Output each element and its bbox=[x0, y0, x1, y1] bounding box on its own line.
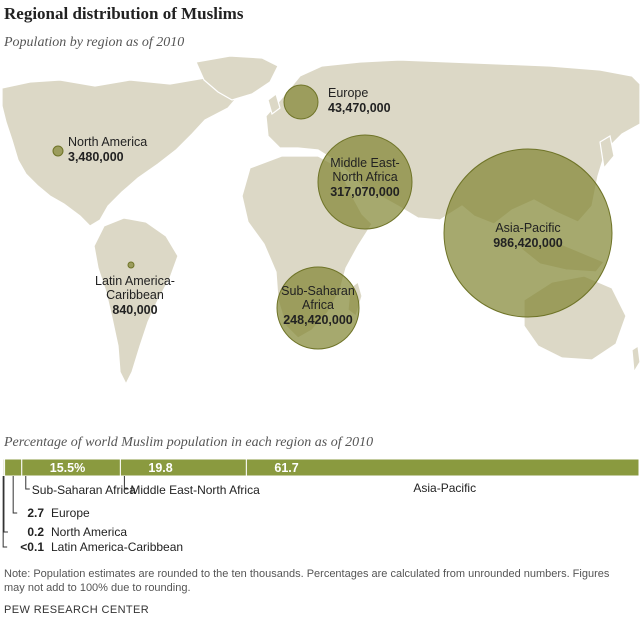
region-sub-saharan-africa: Sub-Saharan Africa 248,420,000 bbox=[276, 266, 360, 350]
leader-latin-america-caribbean bbox=[2, 476, 8, 548]
sub-saharan-africa-value: 248,420,000 bbox=[283, 313, 353, 327]
bar-value-middle-east-north-africa: 19.8 bbox=[148, 461, 172, 475]
north-america-label: North America bbox=[68, 135, 147, 149]
north-america-value: 3,480,000 bbox=[68, 150, 124, 164]
land-uk bbox=[267, 92, 281, 116]
leader-sub-saharan-africa bbox=[25, 476, 30, 490]
bar-segment-europe bbox=[4, 458, 23, 477]
world-map: North America 3,480,000 Latin America- C… bbox=[1, 55, 640, 386]
region-mena: Middle East- North Africa 317,070,000 bbox=[317, 134, 413, 230]
land-greenland bbox=[195, 55, 279, 101]
asia-pacific-bubble bbox=[443, 148, 613, 318]
bar-category-asia-pacific: Asia-Pacific bbox=[413, 481, 476, 495]
bar-segment-middle-east-north-africa bbox=[119, 458, 247, 477]
mena-bubble bbox=[317, 134, 413, 230]
mena-value: 317,070,000 bbox=[330, 185, 400, 199]
bar-category-north-america: North America bbox=[51, 525, 127, 539]
latin-america-value: 840,000 bbox=[112, 303, 157, 317]
bar-category-europe: Europe bbox=[51, 506, 90, 520]
percent-chart-title: Percentage of world Muslim population in… bbox=[4, 435, 374, 450]
land-north-america bbox=[1, 77, 241, 227]
mena-label-line1: Middle East- bbox=[330, 156, 399, 170]
sub-saharan-africa-label-line2: Africa bbox=[302, 298, 334, 312]
bar-value-sub-saharan-africa: 15.5% bbox=[50, 461, 85, 475]
sub-saharan-africa-bubble bbox=[276, 266, 360, 350]
region-asia-pacific: Asia-Pacific 986,420,000 bbox=[443, 148, 613, 318]
bar-value-asia-pacific: 61.7 bbox=[274, 461, 298, 475]
europe-bubble bbox=[283, 84, 319, 120]
latin-america-bubble bbox=[127, 261, 135, 269]
bar-value-north-america: 0.2 bbox=[27, 525, 44, 539]
latin-america-label-line2: Caribbean bbox=[106, 288, 164, 302]
bar-category-sub-saharan-africa: Sub-Saharan Africa bbox=[32, 483, 136, 497]
chart-title: Regional distribution of Muslims bbox=[4, 4, 244, 23]
land-new-zealand bbox=[631, 344, 640, 374]
europe-label: Europe bbox=[328, 86, 368, 100]
leader-europe bbox=[12, 476, 18, 514]
north-america-bubble bbox=[52, 145, 64, 157]
latin-america-label-line1: Latin America- bbox=[95, 274, 175, 288]
region-europe: Europe 43,470,000 bbox=[283, 84, 391, 120]
mena-label-line2: North Africa bbox=[332, 170, 397, 184]
region-latin-america: Latin America- Caribbean 840,000 bbox=[95, 261, 175, 317]
leader-middle-east-north-africa bbox=[123, 476, 129, 490]
source-credit: PEW RESEARCH CENTER bbox=[4, 604, 150, 616]
bar-value-europe: 2.7 bbox=[27, 506, 44, 520]
note-text: Note: Population estimates are rounded t… bbox=[4, 568, 610, 594]
sub-saharan-africa-label-line1: Sub-Saharan bbox=[281, 284, 355, 298]
land-south-america bbox=[93, 217, 179, 386]
asia-pacific-label: Asia-Pacific bbox=[495, 221, 560, 235]
leader-north-america bbox=[3, 476, 8, 533]
bar-segments bbox=[2, 458, 640, 477]
bar-value-labels: 15.5% 19.8 61.7 bbox=[50, 461, 299, 475]
bar-segment-asia-pacific bbox=[245, 458, 640, 477]
map-subtitle: Population by region as of 2010 bbox=[4, 35, 185, 50]
region-north-america: North America 3,480,000 bbox=[52, 135, 147, 164]
bar-value-latin-america-caribbean: <0.1 bbox=[20, 540, 44, 554]
land-japan bbox=[599, 135, 615, 170]
region-bubbles: North America 3,480,000 Latin America- C… bbox=[52, 84, 613, 350]
bar-category-middle-east-north-africa: Middle East-North Africa bbox=[130, 483, 260, 497]
europe-value: 43,470,000 bbox=[328, 101, 391, 115]
asia-pacific-value: 986,420,000 bbox=[493, 236, 563, 250]
bar-category-latin-america-caribbean: Latin America-Caribbean bbox=[51, 540, 183, 554]
